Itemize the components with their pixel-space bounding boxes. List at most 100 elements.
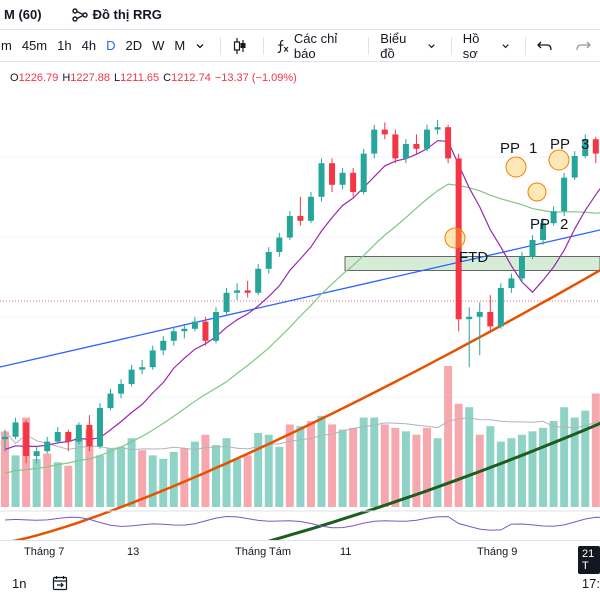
ohlc-legend: O1226.79 H1227.88 L1211.65 C1212.74 −13.… (10, 72, 297, 84)
price-chart[interactable]: PP 1 PP 3 PP 2 FTD (0, 62, 600, 540)
candle-body (550, 211, 557, 224)
close-value: 1212.74 (171, 72, 211, 84)
tick-label-thang-tam: Tháng Tám (235, 546, 292, 558)
annotation-pp-1: PP (500, 140, 520, 157)
annotation-2: 2 (560, 216, 568, 233)
candle-body (402, 144, 409, 159)
volume-bar (380, 424, 389, 507)
trendline (0, 229, 600, 368)
timeframe-1m[interactable]: m (1, 37, 12, 53)
candle-body (497, 288, 504, 327)
time-axis[interactable]: Tháng 7 13 Tháng Tám 11 Tháng 9 21 T (0, 540, 600, 574)
volume-bar (201, 434, 210, 507)
high-label: H (62, 72, 71, 84)
volume-bar (560, 407, 569, 507)
range-1y-button[interactable]: 1n (12, 575, 27, 591)
open-value: 1226.79 (18, 72, 59, 84)
candle-body (487, 312, 494, 327)
candle-style-button[interactable] (227, 30, 257, 62)
undo-button[interactable] (532, 30, 562, 62)
candle-body (339, 172, 346, 185)
toolbar-divider (220, 36, 222, 55)
candle-body (529, 240, 536, 257)
volume-bar (95, 455, 104, 507)
volume-bar (581, 410, 590, 507)
date-range-button[interactable] (52, 575, 68, 591)
tab-watchlist[interactable]: M (60) (0, 0, 50, 30)
candle-body (2, 436, 8, 440)
candle-body (65, 432, 72, 442)
volume-bar (264, 434, 273, 507)
candle-body (476, 312, 483, 317)
volume-bar (401, 431, 410, 507)
candle-body (128, 369, 135, 384)
tick-label-13: 13 (127, 546, 140, 558)
candle-body (508, 278, 515, 288)
candle-body (413, 144, 420, 149)
volume-bar (507, 438, 516, 507)
calendar-arrow-icon (53, 576, 68, 591)
chart-gridlines (0, 156, 600, 398)
volume-bar (127, 438, 136, 507)
candle-body (139, 367, 146, 370)
volume-bar (317, 415, 326, 507)
volume-bar (296, 426, 305, 507)
candle-body (350, 172, 357, 192)
volume-bar (190, 441, 199, 507)
volume-bar (117, 446, 126, 507)
candle-body (360, 153, 367, 192)
timeframe-m[interactable]: M (174, 37, 186, 53)
chart-type-dropdown[interactable]: Biểu đồ (375, 30, 445, 62)
candle-body (265, 252, 272, 269)
volume-bar (306, 421, 315, 507)
volume-bar (391, 427, 400, 507)
annotation-3: 3 (581, 136, 589, 153)
oscillator-line (4, 515, 600, 531)
candle-body (75, 424, 82, 442)
candle-body (23, 422, 30, 456)
timeframe-dropdown[interactable] (190, 30, 214, 62)
toolbar-divider (450, 36, 452, 55)
redo-button[interactable] (570, 30, 600, 62)
timeframe-w[interactable]: W (152, 37, 165, 53)
candle-body (540, 223, 547, 240)
candle-body (424, 129, 430, 149)
volume-bar (85, 429, 94, 507)
tick-label-11: 11 (340, 546, 352, 558)
candle-body (223, 292, 230, 312)
candle-body (297, 216, 304, 221)
rrg-nodes-icon (71, 7, 88, 22)
ma-50-line (11, 268, 600, 540)
profile-dropdown[interactable]: Hồ sơ (458, 30, 519, 62)
open-label: O (10, 72, 19, 84)
tick-label-thang-7: Tháng 7 (24, 546, 65, 558)
volume-bar (106, 448, 115, 507)
indicators-button[interactable]: Các chỉ báo (270, 30, 362, 62)
volume-bar (43, 453, 52, 507)
timeframe-45m[interactable]: 45m (21, 37, 48, 53)
timeframe-4h[interactable]: 4h (81, 37, 97, 53)
candle-body (170, 331, 177, 341)
candle-body (286, 216, 293, 238)
tab-rrg-chart[interactable]: Đồ thị RRG (64, 0, 170, 30)
volume-bar (328, 424, 337, 507)
volume-bar (32, 458, 41, 507)
support-zone (344, 256, 600, 271)
volume-bar (370, 417, 379, 507)
volume-bar (53, 462, 62, 507)
volume-bar (591, 393, 600, 507)
volume-bar (243, 455, 252, 507)
candle-body (582, 139, 589, 156)
candle-body (244, 290, 251, 293)
chevron-down-icon (428, 43, 435, 48)
bottom-bar: 1n 17: (0, 566, 600, 600)
candle-body (33, 451, 40, 456)
chevron-down-icon (196, 43, 204, 48)
candle-body (329, 163, 336, 185)
toolbar-divider (525, 36, 526, 55)
timeframe-2d[interactable]: 2D (125, 37, 143, 53)
volume-bar (349, 427, 358, 507)
timeframe-d[interactable]: D (106, 37, 116, 53)
volume-bar (222, 438, 231, 507)
timeframe-1h[interactable]: 1h (57, 37, 72, 53)
